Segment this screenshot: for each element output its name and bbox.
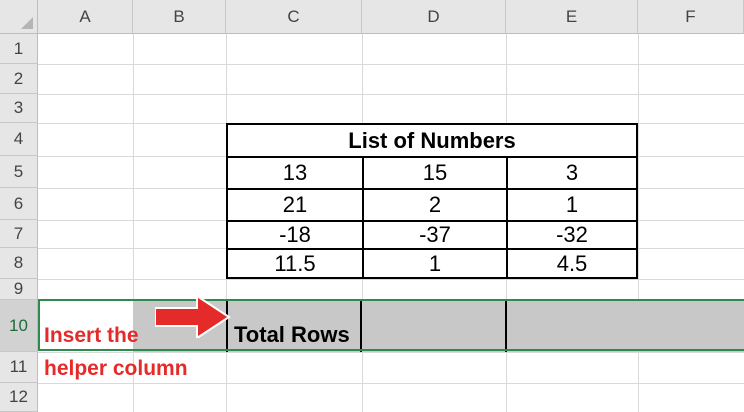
column-header-a[interactable]: A <box>38 0 133 34</box>
row-header-12[interactable]: 12 <box>0 383 38 412</box>
cell-border <box>505 300 507 352</box>
table-cell[interactable]: 13 <box>282 160 308 185</box>
select-all-icon <box>21 17 33 29</box>
numbers-table: List of Numbers 13 15 3 21 2 1 -18 -37 -… <box>226 123 638 279</box>
total-rows-cell[interactable]: Total Rows <box>226 300 362 352</box>
row-header-8[interactable]: 8 <box>0 248 38 279</box>
grid-line <box>38 352 744 353</box>
table-border <box>228 248 636 250</box>
row-header-1[interactable]: 1 <box>0 34 38 64</box>
row-selection-outline <box>38 299 744 351</box>
table-cell[interactable]: 11.5 <box>274 250 316 276</box>
table-cell[interactable]: 4.5 <box>556 250 588 276</box>
table-border <box>228 156 636 158</box>
table-border <box>228 220 636 222</box>
row-header-7[interactable]: 7 <box>0 220 38 248</box>
column-header-c[interactable]: C <box>226 0 362 34</box>
column-header-d[interactable]: D <box>362 0 506 34</box>
table-border <box>228 188 636 190</box>
row-header-9[interactable]: 9 <box>0 279 38 300</box>
right-arrow-icon <box>155 296 231 338</box>
table-cell[interactable]: 3 <box>565 160 579 185</box>
row-header-11[interactable]: 11 <box>0 352 38 383</box>
table-cell[interactable]: -32 <box>556 222 588 247</box>
table-title[interactable]: List of Numbers <box>348 127 516 153</box>
table-border <box>362 156 364 277</box>
grid-line <box>133 34 134 412</box>
table-cell[interactable]: 1 <box>428 250 442 276</box>
grid-line <box>38 279 744 280</box>
column-header-f[interactable]: F <box>638 0 744 34</box>
row-header-6[interactable]: 6 <box>0 188 38 220</box>
row-header-4[interactable]: 4 <box>0 123 38 156</box>
table-cell[interactable]: 15 <box>422 160 448 185</box>
row-header-3[interactable]: 3 <box>0 94 38 123</box>
table-cell[interactable]: 21 <box>282 192 308 217</box>
column-header-b[interactable]: B <box>133 0 226 34</box>
table-cell[interactable]: 1 <box>565 192 579 217</box>
row-header-10[interactable]: 10 <box>0 300 38 352</box>
table-cell[interactable]: -37 <box>419 222 451 247</box>
annotation-line-1: Insert the <box>44 324 139 347</box>
row-header-5[interactable]: 5 <box>0 156 38 188</box>
grid-line <box>38 94 744 95</box>
grid-line <box>38 383 744 384</box>
row-header-2[interactable]: 2 <box>0 64 38 94</box>
table-cell[interactable]: 2 <box>428 192 442 217</box>
grid-line <box>638 34 639 412</box>
select-all-button[interactable] <box>0 0 38 34</box>
column-header-e[interactable]: E <box>506 0 638 34</box>
row-10-fill <box>133 300 744 352</box>
table-cell[interactable]: -18 <box>279 222 311 247</box>
annotation-line-2: helper column <box>44 357 188 380</box>
grid-line <box>38 64 744 65</box>
table-border <box>506 156 508 277</box>
